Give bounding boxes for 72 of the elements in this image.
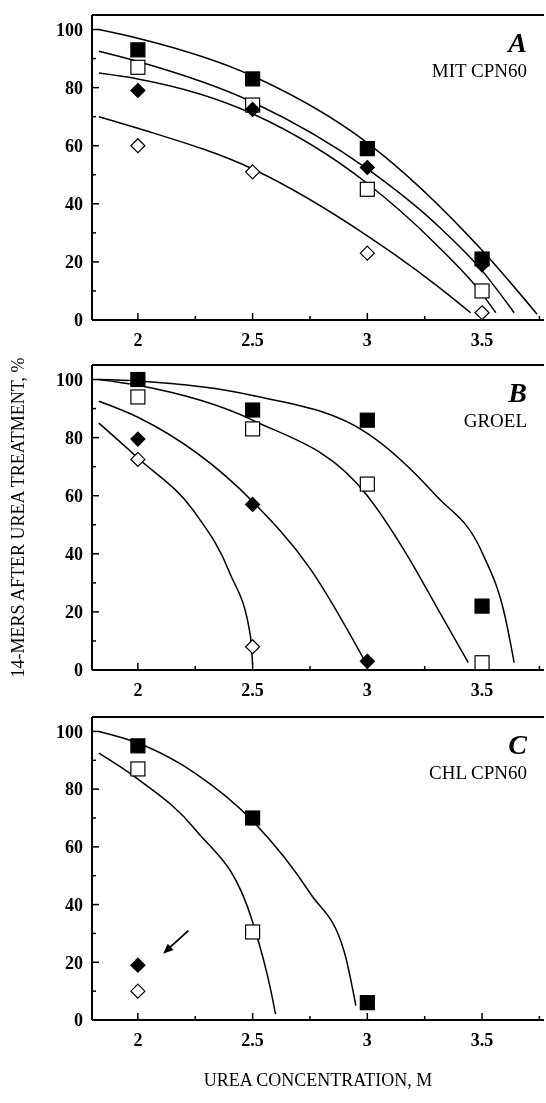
y-tick-label: 60 [65, 837, 83, 858]
x-tick-label: 2.5 [241, 330, 264, 350]
point [474, 305, 490, 321]
y-tick-label: 20 [65, 602, 83, 623]
point [130, 738, 146, 754]
y-tick-label: 80 [65, 427, 83, 448]
point [245, 810, 261, 826]
x-tick-label: 2.5 [241, 1030, 264, 1050]
point [130, 761, 146, 777]
y-tick-label: 60 [65, 486, 83, 507]
y-axis-title: 14-MERS AFTER UREA TREATMENT, % [8, 357, 28, 678]
y-tick-label: 40 [65, 194, 83, 215]
point [359, 412, 375, 428]
point [359, 141, 375, 157]
y-tick-label: 0 [74, 660, 83, 681]
point [359, 181, 375, 197]
chart-title: C [508, 729, 528, 760]
x-tick-label: 3.5 [470, 680, 494, 700]
point [130, 42, 146, 58]
point [130, 451, 146, 467]
point [130, 138, 146, 154]
point [474, 655, 490, 671]
text: GROEL [463, 410, 527, 431]
x-tick-label: 3 [362, 330, 372, 350]
y-tick-label: 100 [56, 721, 83, 742]
point [245, 101, 261, 117]
point [130, 389, 146, 405]
point [130, 371, 146, 388]
chart-title: A [506, 27, 527, 58]
text: MIT CPN60 [431, 60, 527, 81]
y-tick-label: 60 [65, 136, 83, 157]
point [130, 431, 146, 447]
point [245, 496, 261, 513]
chart-title: B [507, 377, 527, 408]
point [474, 598, 490, 614]
point [359, 653, 375, 669]
y-tick-label: 40 [65, 894, 83, 915]
y-tick-label: 80 [65, 779, 83, 800]
point [359, 159, 375, 176]
y-tick-label: 40 [65, 544, 83, 565]
point [130, 59, 146, 75]
point [474, 283, 490, 299]
x-tick-label: 2 [133, 680, 143, 700]
y-tick-label: 100 [56, 369, 83, 390]
x-tick-label: 2 [133, 1030, 143, 1050]
point [245, 402, 261, 418]
text: CHL CPN60 [428, 762, 527, 783]
x-tick-label: 2.5 [241, 680, 264, 700]
y-tick-label: 100 [56, 19, 83, 40]
x-axis-title: UREA CONCENTRATION, M [203, 1070, 433, 1090]
x-tick-label: 3 [362, 680, 372, 700]
y-tick-label: 0 [74, 1010, 83, 1031]
point [130, 82, 146, 99]
y-tick-label: 20 [65, 252, 83, 273]
point [245, 639, 261, 655]
point [245, 924, 261, 940]
point [245, 421, 261, 437]
x-tick-label: 3.5 [470, 1030, 494, 1050]
line-series [98, 752, 277, 1015]
x-tick-label: 3 [362, 1030, 372, 1050]
point [245, 164, 261, 180]
y-tick-label: 20 [65, 952, 83, 973]
x-tick-label: 3.5 [470, 330, 494, 350]
point [359, 476, 375, 492]
point [359, 245, 375, 261]
point [245, 71, 261, 87]
point [130, 957, 146, 973]
point [359, 995, 375, 1011]
x-tick-label: 2 [133, 330, 143, 350]
y-tick-label: 80 [65, 77, 83, 98]
y-tick-label: 0 [74, 310, 83, 331]
point [130, 983, 146, 999]
